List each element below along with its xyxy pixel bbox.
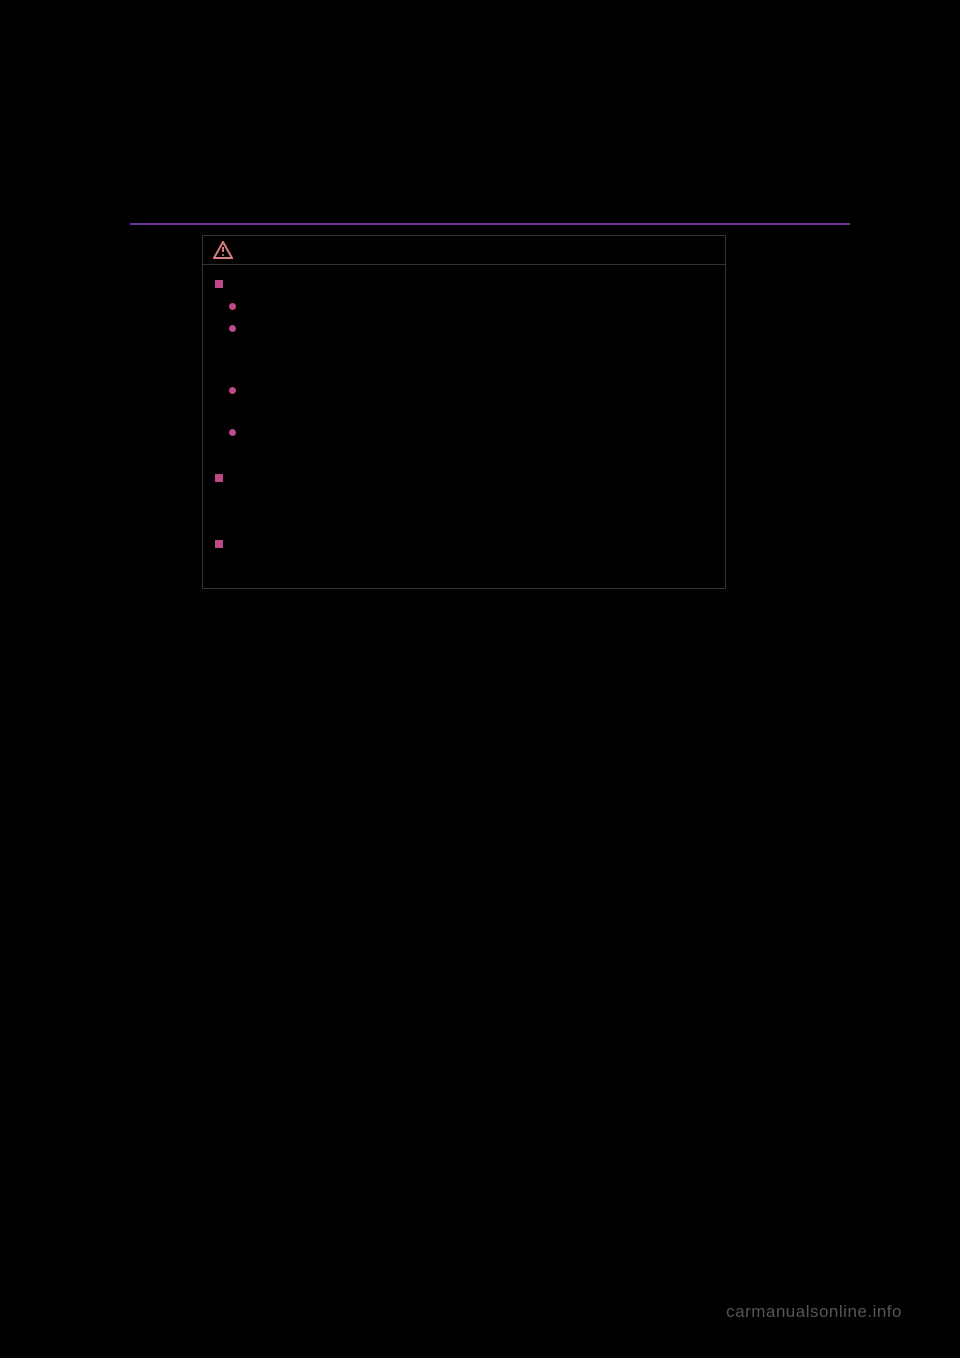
bullet-text: Do not use cruise control, if equipped, … xyxy=(244,298,626,318)
bullet-text: Do not start in 2nd or higher gear with … xyxy=(244,424,713,463)
section-body: Remove the tire that is stored under the… xyxy=(229,557,713,577)
bullet-item: Do not use the 1st gear when driving in … xyxy=(229,382,713,421)
bullet-item: Do not start in 2nd or higher gear with … xyxy=(229,424,713,463)
bullet-item: After shifting the shift lever to R, do … xyxy=(229,320,713,379)
bullet-text: After shifting the shift lever to R, do … xyxy=(244,320,713,379)
section-heading: When installing a trailer hitch (vehicle… xyxy=(215,535,713,555)
warning-content: When driving the vehicle (vehicles with … xyxy=(203,265,725,588)
section-heading-text: When installing a trailer hitch (vehicle… xyxy=(229,535,576,555)
circle-bullet-icon xyxy=(229,303,236,310)
circle-bullet-icon xyxy=(229,429,236,436)
warning-icon xyxy=(213,241,233,259)
warning-box: WA R N I N G When driving the vehicle (v… xyxy=(202,235,726,589)
footer-brand: carmanualsonline.info xyxy=(726,1302,902,1322)
section-heading: When driving the vehicle (vehicles with … xyxy=(215,275,713,295)
page-number: 328 xyxy=(130,190,155,207)
section-heading-text: When driving the vehicle (vehicles with … xyxy=(229,275,620,295)
section-body: Always place wheel chocks under the whee… xyxy=(229,490,713,529)
circle-bullet-icon xyxy=(229,387,236,394)
bullet-item: Do not use cruise control, if equipped, … xyxy=(229,298,713,318)
breadcrumb: 4-6. Driving tips xyxy=(185,190,282,206)
square-bullet-icon xyxy=(215,540,223,548)
footer-reference: TACOMA_D_14MY (35A38-12140) xyxy=(130,1266,317,1280)
square-bullet-icon xyxy=(215,280,223,288)
section-heading-text: When parking the vehicle xyxy=(229,469,386,489)
warning-header: WA R N I N G xyxy=(203,236,725,265)
circle-bullet-icon xyxy=(229,325,236,332)
header-divider xyxy=(130,223,850,225)
square-bullet-icon xyxy=(215,474,223,482)
bullet-text: Do not use the 1st gear when driving in … xyxy=(244,382,713,421)
section-heading: When parking the vehicle xyxy=(215,469,713,489)
warning-label: WA R N I N G xyxy=(241,242,328,258)
